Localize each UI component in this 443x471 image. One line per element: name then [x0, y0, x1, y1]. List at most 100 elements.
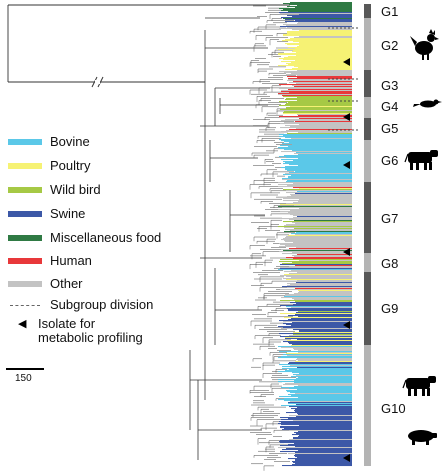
- host-stripe: [288, 394, 352, 396]
- host-stripe: [287, 27, 352, 29]
- host-stripe: [285, 245, 352, 247]
- host-stripe: [288, 89, 352, 91]
- host-stripe: [278, 447, 352, 449]
- host-stripe: [294, 37, 352, 39]
- host-stripe: [294, 153, 352, 155]
- host-stripe: [286, 390, 352, 392]
- host-stripe: [279, 134, 352, 136]
- isolate-arrow: [343, 321, 350, 329]
- host-stripe: [283, 9, 352, 11]
- host-stripe: [289, 439, 352, 441]
- host-stripe: [282, 465, 352, 467]
- chicken-comb: [429, 29, 435, 35]
- host-stripe: [283, 174, 352, 176]
- host-stripe: [289, 266, 352, 268]
- host-stripe: [285, 370, 352, 372]
- host-stripe: [284, 57, 352, 59]
- host-stripe: [287, 44, 352, 46]
- chicken-tail: [410, 36, 417, 46]
- host-stripe: [286, 203, 352, 205]
- host-stripe: [299, 124, 352, 126]
- legend-label-human: Human: [50, 253, 92, 268]
- host-stripe: [278, 209, 352, 211]
- host-stripe: [297, 407, 352, 409]
- animal-icons: [402, 29, 442, 445]
- host-stripe: [296, 55, 352, 57]
- host-stripe: [283, 35, 352, 37]
- host-stripe: [292, 298, 352, 300]
- host-stripe: [285, 166, 352, 168]
- host-stripe: [293, 202, 352, 204]
- host-stripe: [280, 305, 352, 307]
- bird-beak: [438, 101, 442, 103]
- host-stripe: [284, 227, 352, 229]
- host-stripe: [281, 61, 352, 63]
- host-stripe: [280, 267, 352, 269]
- host-stripe: [296, 128, 352, 130]
- host-stripe: [291, 277, 352, 279]
- host-stripe: [295, 452, 352, 454]
- host-stripe: [291, 195, 352, 197]
- host-stripe: [299, 260, 352, 262]
- host-stripe: [296, 375, 352, 377]
- host-stripe: [295, 121, 352, 123]
- host-stripe: [279, 84, 352, 86]
- host-stripe: [295, 171, 352, 173]
- group-bar-g1: [364, 4, 371, 18]
- host-stripe: [284, 240, 352, 242]
- host-stripe: [280, 445, 352, 447]
- host-stripe: [297, 272, 352, 274]
- host-stripe: [285, 125, 352, 127]
- host-stripe: [288, 213, 352, 215]
- host-stripe: [297, 23, 352, 25]
- isolate-arrow: [343, 248, 350, 256]
- host-stripe: [285, 241, 352, 243]
- host-stripe: [290, 284, 352, 286]
- host-stripe: [285, 21, 352, 23]
- host-stripe: [299, 42, 352, 44]
- host-stripe: [297, 46, 352, 48]
- host-stripe: [278, 147, 352, 149]
- host-stripe: [299, 330, 352, 332]
- host-stripe: [279, 105, 352, 107]
- host-stripe: [294, 256, 352, 258]
- host-stripe: [291, 175, 352, 177]
- host-stripe: [288, 146, 352, 148]
- legend-swatch-human: [8, 258, 42, 264]
- host-stripe: [278, 49, 352, 51]
- host-stripe: [296, 52, 352, 54]
- legend-swatch-misc-food: [8, 235, 42, 241]
- group-label-g4: G4: [381, 99, 399, 114]
- host-stripe: [292, 222, 352, 224]
- legend-swatch-other: [8, 281, 42, 287]
- host-stripe: [295, 446, 352, 448]
- host-stripe: [290, 214, 352, 216]
- host-stripe: [282, 178, 352, 180]
- host-stripe: [280, 313, 352, 315]
- host-stripe: [298, 132, 352, 134]
- host-stripe: [286, 190, 352, 192]
- host-stripe: [291, 270, 352, 272]
- host-stripe: [294, 220, 352, 222]
- host-stripe: [285, 69, 352, 71]
- host-stripe: [287, 133, 352, 135]
- group-label-g1: G1: [381, 4, 399, 19]
- legend-label-swine: Swine: [50, 206, 86, 221]
- host-stripe: [287, 87, 352, 89]
- host-stripe: [297, 70, 352, 72]
- host-stripe: [293, 334, 352, 336]
- host-stripe: [279, 88, 352, 90]
- host-stripe: [283, 59, 352, 61]
- host-stripe: [285, 99, 352, 101]
- host-stripe: [286, 448, 352, 450]
- chicken-leg: [427, 54, 429, 60]
- host-stripe: [282, 40, 352, 42]
- host-stripe: [280, 417, 352, 419]
- isolate-arrow: [343, 113, 350, 121]
- host-stripe: [278, 226, 352, 228]
- host-stripe: [284, 271, 352, 273]
- host-stripe: [286, 107, 352, 109]
- host-stripe: [284, 111, 352, 113]
- host-stripe: [294, 299, 352, 301]
